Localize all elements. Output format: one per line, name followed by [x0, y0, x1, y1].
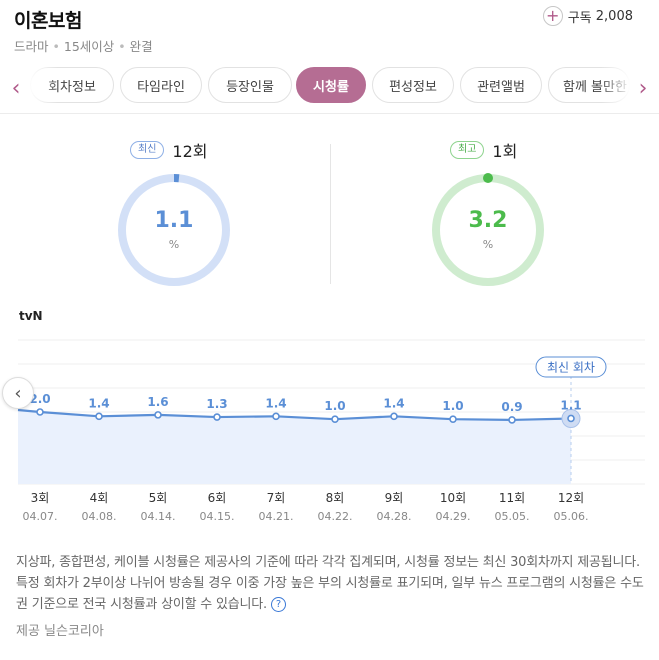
program-meta: 드라마 • 15세이상 • 완결: [14, 39, 153, 54]
data-point: [154, 411, 162, 419]
data-label: 1.6: [147, 395, 168, 409]
data-label: 1.3: [206, 397, 227, 411]
x-category-label: 12회: [558, 491, 584, 505]
data-point: [390, 412, 398, 421]
data-label: 1.4: [265, 396, 286, 410]
data-point: [449, 415, 457, 423]
tab-episode-info[interactable]: 회차정보: [30, 67, 114, 103]
x-category-label: 3회: [31, 491, 50, 505]
x-date-label: 04.15.: [200, 510, 235, 523]
x-category-label: 8회: [326, 491, 345, 505]
highest-episode: 1회: [492, 142, 518, 161]
tab-next-arrow[interactable]: ›: [638, 75, 648, 101]
latest-episode-badge-label: 최신 회차: [547, 361, 595, 375]
status-label: 완결: [129, 39, 153, 54]
latest-value: 1.1: [154, 208, 194, 233]
data-point: [508, 416, 516, 424]
header: 이혼보험 드라마 • 15세이상 • 완결 + 구독 2,008: [0, 0, 659, 60]
highest-donut: 3.2 %: [430, 172, 546, 288]
x-date-label: 04.14.: [141, 510, 176, 523]
highest-donut-dot: [483, 173, 493, 183]
rating-label: 15세이상: [63, 39, 115, 54]
tab-bar: 회차정보 타임라인 등장인물 시청률 편성정보 관련앨범 함께 볼만한 ‹ ›: [0, 62, 659, 114]
data-label: 2.0: [29, 392, 50, 406]
x-date-label: 04.28.: [377, 510, 412, 523]
data-label: 1.0: [442, 399, 463, 413]
genre-label: 드라마: [14, 39, 49, 54]
x-category-label: 7회: [267, 491, 286, 505]
subscribe-button[interactable]: + 구독 2,008: [542, 6, 633, 26]
x-category-label: 9회: [385, 491, 404, 505]
subscribe-count: 2,008: [595, 8, 633, 24]
tab-ratings[interactable]: 시청률: [296, 67, 366, 103]
highest-value: 3.2: [468, 208, 508, 233]
data-point: [95, 412, 103, 421]
tab-timeline[interactable]: 타임라인: [120, 67, 202, 103]
provider-label: 제공 닐슨코리아: [16, 624, 104, 639]
data-point: [213, 413, 221, 421]
data-label: 1.0: [324, 399, 345, 413]
tab-characters[interactable]: 등장인물: [208, 67, 292, 103]
ratings-line-chart: 2.0 3회 04.07. 1.4 4회 04.08. 1.6 5회 04.14. 1.3 6회 04…: [17, 339, 645, 523]
data-label: 1.1: [560, 398, 581, 412]
data-point: [567, 414, 575, 423]
x-date-label: 05.05.: [495, 510, 530, 523]
x-category-label: 10회: [440, 491, 466, 505]
x-date-label: 04.07.: [23, 510, 58, 523]
plus-icon: +: [542, 6, 563, 26]
chart-area: [18, 410, 571, 484]
latest-badge: 최신: [130, 141, 165, 159]
x-date-label: 04.08.: [82, 510, 117, 523]
tab-schedule[interactable]: 편성정보: [372, 67, 454, 103]
data-label: 0.9: [501, 400, 522, 414]
channel-label: tvN: [19, 309, 43, 323]
latest-donut: 1.1 %: [116, 172, 232, 288]
x-date-label: 04.21.: [259, 510, 294, 523]
tab-albums[interactable]: 관련앨범: [460, 67, 542, 103]
highest-badge: 최고: [450, 141, 485, 159]
latest-header: 최신 12회: [130, 138, 208, 162]
latest-episode-badge: [535, 356, 607, 378]
help-icon[interactable]: ?: [270, 597, 286, 612]
latest-donut-arc: [118, 174, 230, 286]
x-category-label: 6회: [208, 491, 227, 505]
x-date-label: 04.22.: [318, 510, 353, 523]
x-category-label: 11회: [499, 491, 525, 505]
tab-recommend[interactable]: 함께 볼만한: [548, 67, 630, 103]
latest-unit: %: [168, 238, 180, 251]
ratings-footnote: 지상파, 종합편성, 케이블 시청률은 제공사의 기준에 따라 각각 집계되며,…: [16, 555, 644, 612]
subscribe-label: 구독: [567, 10, 592, 26]
chart-prev-button[interactable]: ‹: [2, 377, 34, 409]
x-category-label: 4회: [90, 491, 109, 505]
ratings-summary: 최신 12회 1.1 % 최고 1회 3.2 %: [0, 130, 659, 300]
data-label: 1.4: [383, 396, 404, 410]
latest-episode: 12회: [172, 142, 208, 161]
data-point: [272, 412, 280, 421]
highest-unit: %: [482, 238, 494, 251]
data-point: [36, 408, 44, 416]
highest-header: 최고 1회: [450, 138, 517, 162]
data-label: 1.4: [88, 396, 109, 410]
x-date-label: 04.29.: [436, 510, 471, 523]
x-date-label: 05.06.: [554, 510, 589, 523]
data-point: [331, 415, 339, 423]
page-title: 이혼보험: [14, 10, 82, 32]
tab-prev-arrow[interactable]: ‹: [11, 75, 21, 101]
x-category-label: 5회: [149, 491, 168, 505]
